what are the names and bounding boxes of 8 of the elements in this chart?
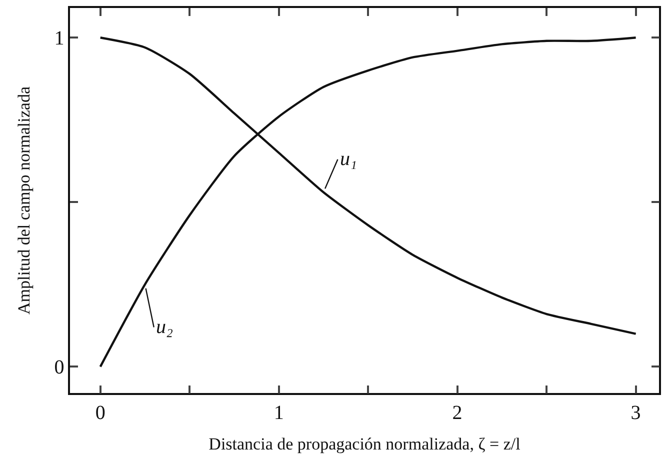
x-tick-label: 3 [630,402,641,424]
x-tick-label: 1 [274,402,284,424]
x-tick-label: 2 [452,402,462,424]
series-label: u₁ [340,148,357,170]
x-tick-label: 0 [95,402,106,424]
x-axis-title: Distancia de propagación normalizada, ζ = z/l [208,434,521,454]
series-label: u₂ [156,316,173,338]
y-axis-title: Amplitud del campo normalizada [14,86,34,315]
